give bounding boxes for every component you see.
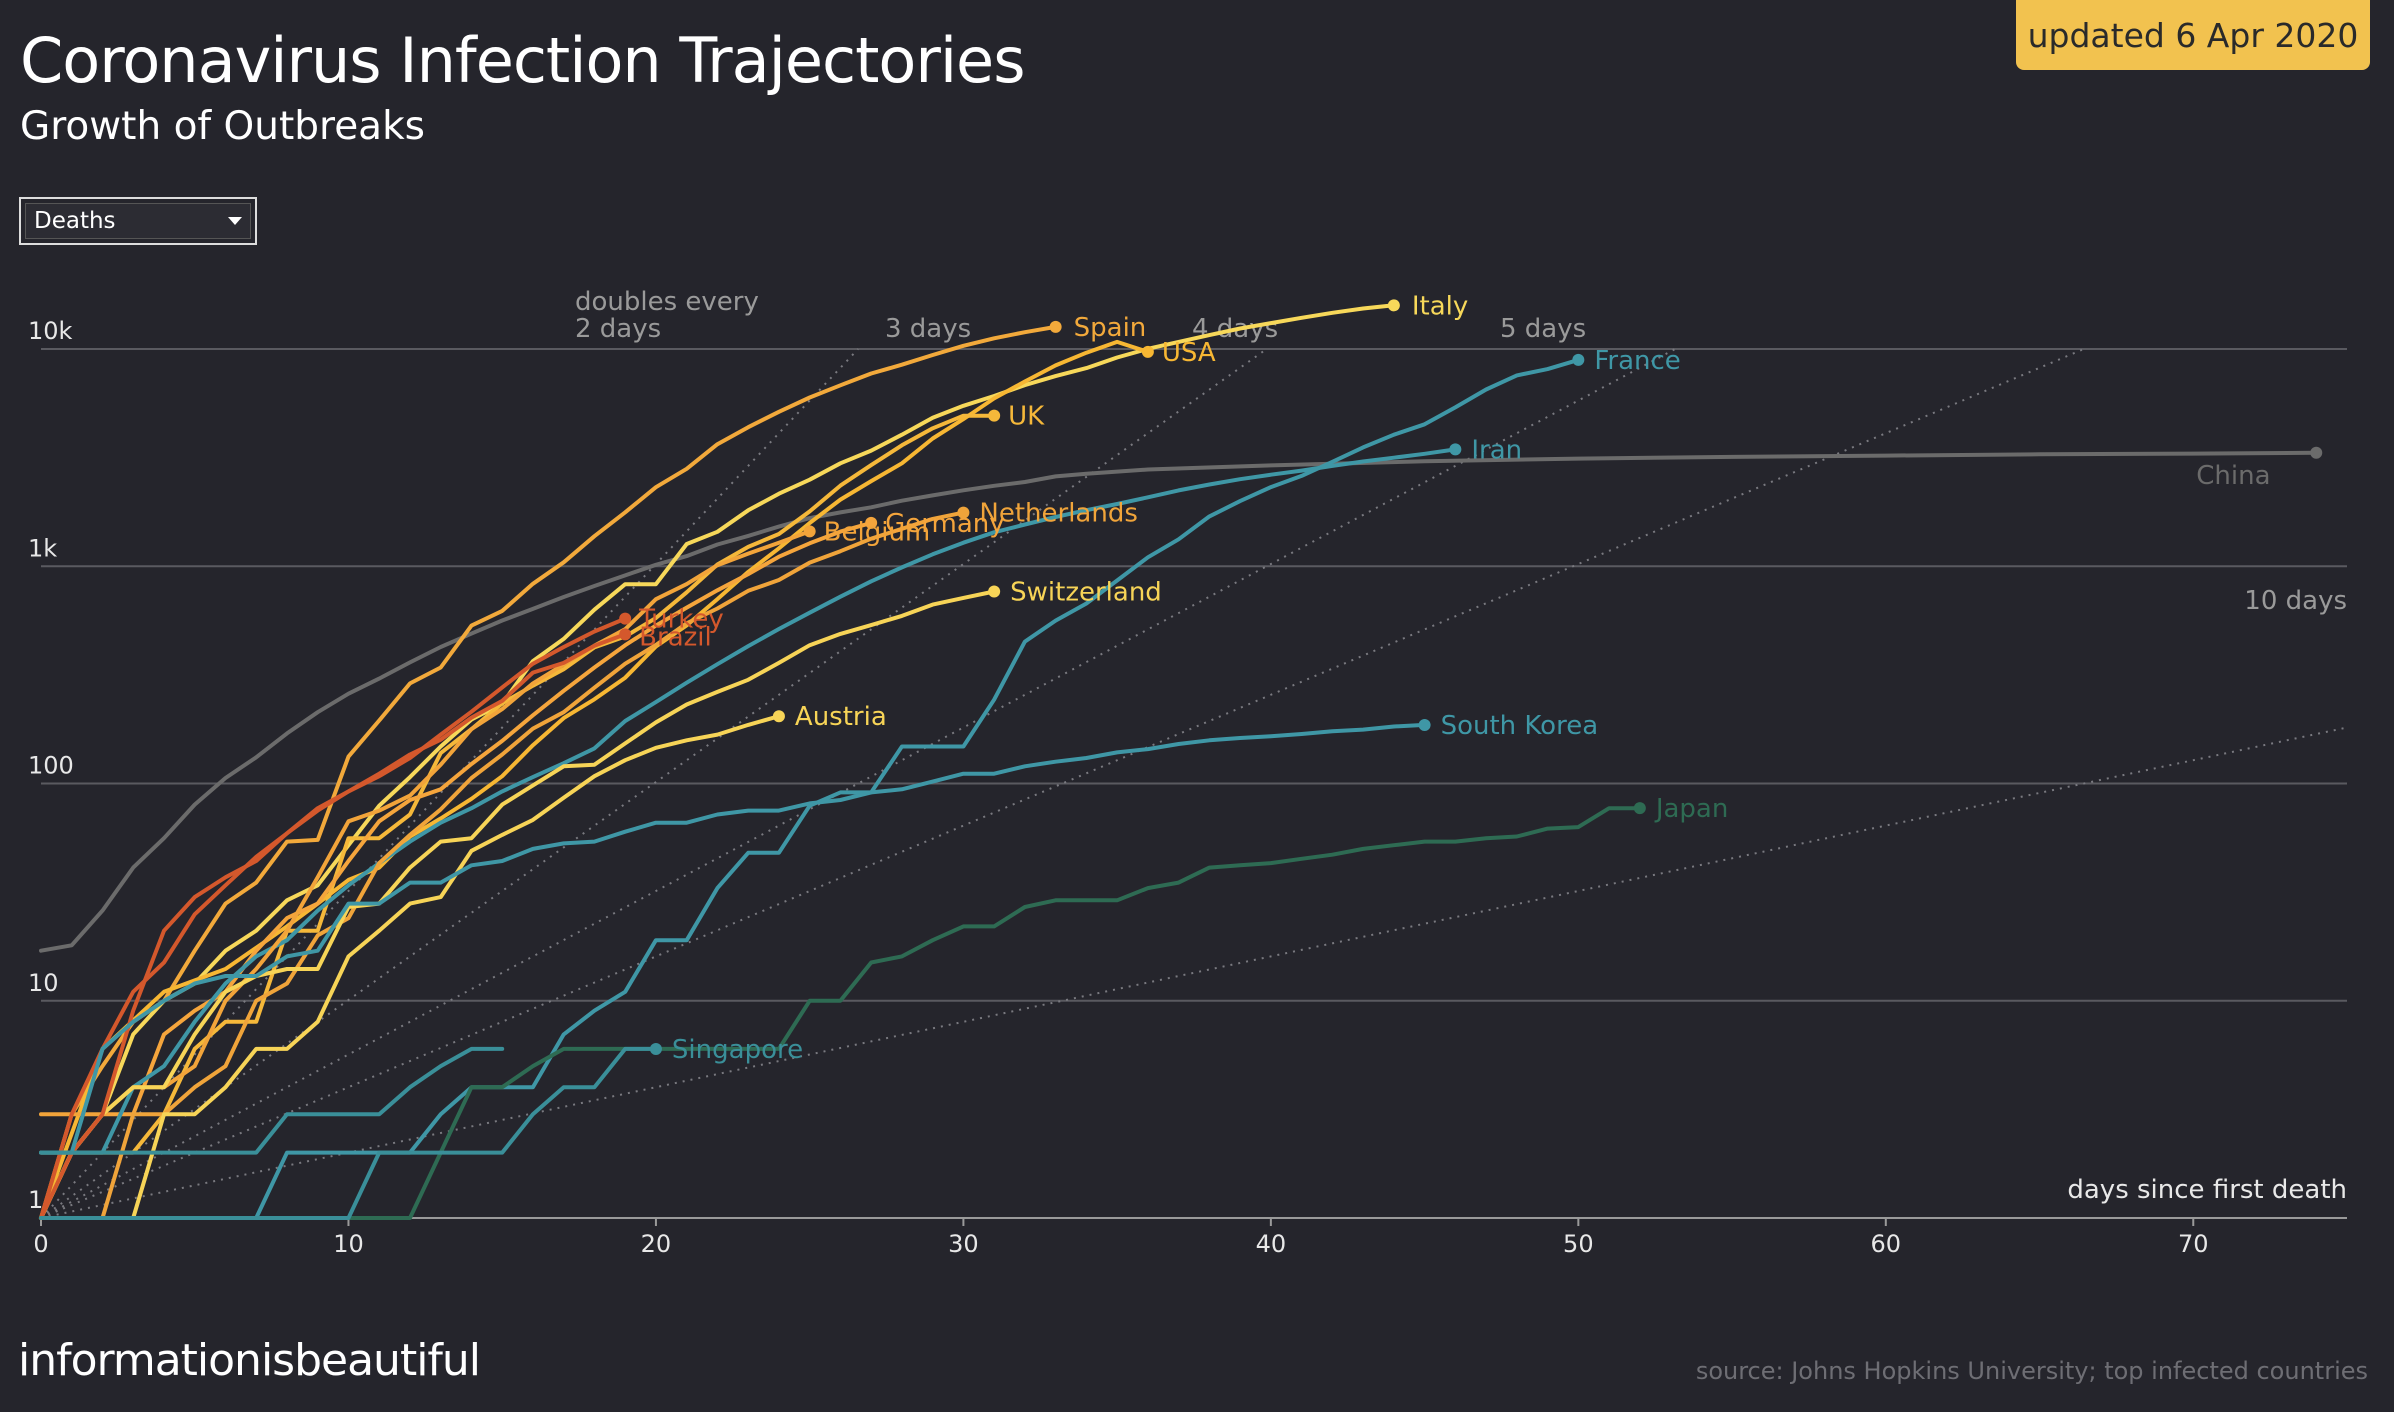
series-line-france: [39, 357, 1581, 1220]
y-tick-label-1: 1: [28, 1186, 43, 1214]
series-label-uk: UK: [1008, 402, 1045, 432]
metric-select[interactable]: Deaths: [19, 197, 257, 245]
series-end-dot-turkey: [619, 612, 632, 625]
series-label-japan: Japan: [1654, 794, 1729, 824]
trajectory-chart: 1 10 100 1k 10k 0 10 20 30 40 50 60 70 days since fir…: [28, 287, 2348, 1258]
series-label-italy: Italy: [1412, 291, 1468, 321]
series-end-dot-uk: [988, 409, 1001, 422]
series-end-dot-belgium: [803, 525, 816, 538]
series-line-japan: [39, 806, 1642, 1220]
series-line-belgium: [39, 529, 812, 1117]
series-line-spain: [39, 324, 1058, 1220]
series-label-spain: Spain: [1074, 313, 1147, 343]
series-line-south-korea: [39, 722, 1427, 1155]
doubling-guide-label-3: 3 days: [885, 314, 971, 344]
series-line-germany: [39, 520, 874, 1155]
metric-select-box[interactable]: Deaths: [25, 203, 251, 239]
series-label-china: China: [2196, 461, 2270, 491]
series-end-dot-usa: [1141, 345, 1154, 358]
series-label-south-korea: South Korea: [1441, 711, 1599, 741]
series-label-switzerland: Switzerland: [1010, 578, 1162, 608]
series-end-dot-iran: [1449, 443, 1462, 456]
series-label-brazil: Brazil: [639, 622, 712, 652]
series-line-china: [39, 450, 2319, 953]
x-tick-label-60: 60: [1871, 1230, 1902, 1258]
series-label-iran: Iran: [1471, 435, 1522, 465]
series-label-austria: Austria: [795, 702, 887, 732]
doubling-guide-label-5: 5 days: [1500, 314, 1586, 344]
series-end-dot-south-korea: [1418, 718, 1431, 731]
series-label-belgium: Belgium: [824, 517, 931, 547]
series-end-dot-brazil: [619, 628, 632, 641]
y-tick-label-1k: 1k: [28, 534, 57, 562]
doubling-guide-5: [40, 348, 2085, 1219]
series-end-dot-japan: [1633, 802, 1646, 815]
series-line-singapore-trace-: [39, 1046, 505, 1155]
source-note: source: Johns Hopkins University; top in…: [1695, 1357, 2368, 1385]
chevron-down-icon[interactable]: [228, 217, 242, 225]
series-end-dot-spain: [1049, 320, 1062, 333]
series-end-dot-switzerland: [988, 585, 1001, 598]
series-line-switzerland: [39, 589, 997, 1220]
series-line-iran: [39, 447, 1458, 1155]
series-end-dot-singapore: [649, 1042, 662, 1055]
x-tick-label-40: 40: [1256, 1230, 1287, 1258]
x-tick-label-20: 20: [641, 1230, 672, 1258]
doubling-guide-prefix: doubles every: [575, 287, 759, 317]
brand-logo: informationisbeautiful: [18, 1335, 481, 1386]
doubling-guide-label-2: 2 days: [575, 314, 661, 344]
series-end-dot-france: [1572, 353, 1585, 366]
series-line-italy: [39, 303, 1396, 1220]
series-end-dot-italy: [1387, 299, 1400, 312]
series-label-singapore: Singapore: [672, 1035, 803, 1065]
metric-select-value: Deaths: [34, 208, 116, 234]
x-tick-label-50: 50: [1563, 1230, 1594, 1258]
series-line-netherlands: [39, 510, 966, 1220]
series-line-austria: [39, 714, 781, 1220]
series-label-france: France: [1594, 346, 1680, 376]
series-label-usa: USA: [1162, 338, 1216, 368]
series-label-germany: Germany: [885, 509, 1005, 539]
series-line-brazil: [39, 632, 628, 1220]
y-tick-label-100: 100: [28, 752, 74, 780]
y-tick-label-10k: 10k: [28, 317, 73, 345]
series-end-dot-netherlands: [957, 506, 970, 519]
updated-text: updated 6 Apr 2020: [2027, 15, 2359, 55]
series-end-dot-austria: [772, 710, 785, 723]
series-line-singapore: [39, 1046, 658, 1220]
x-tick-label-70: 70: [2178, 1230, 2209, 1258]
y-tick-label-10: 10: [28, 969, 59, 997]
x-tick-label-0: 0: [33, 1230, 48, 1258]
series-label-netherlands: Netherlands: [979, 499, 1138, 529]
x-tick-label-10: 10: [333, 1230, 364, 1258]
series-label-turkey: Turkey: [638, 605, 724, 635]
series-end-dot-germany: [865, 516, 878, 529]
x-axis-label: days since first death: [2067, 1175, 2347, 1205]
series-end-dot-china: [2310, 446, 2323, 459]
page-subtitle: Growth of Outbreaks: [20, 104, 425, 149]
updated-badge: updated 6 Apr 2020: [2016, 0, 2370, 70]
x-tick-label-30: 30: [948, 1230, 979, 1258]
page-title: Coronavirus Infection Trajectories: [20, 24, 1025, 97]
doubling-guide-label-10: 10 days: [2244, 586, 2347, 616]
